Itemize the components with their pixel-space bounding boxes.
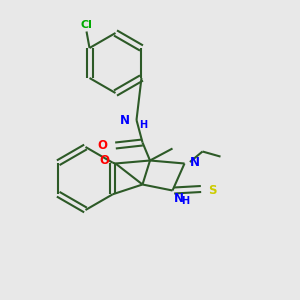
Text: N: N [174, 191, 184, 205]
Text: O: O [97, 139, 107, 152]
Text: S: S [208, 184, 217, 197]
Text: O: O [99, 154, 109, 167]
Text: H: H [139, 120, 147, 130]
Text: N: N [190, 155, 200, 169]
Text: Cl: Cl [81, 20, 92, 30]
Text: N: N [120, 113, 130, 127]
Text: H: H [181, 196, 189, 206]
